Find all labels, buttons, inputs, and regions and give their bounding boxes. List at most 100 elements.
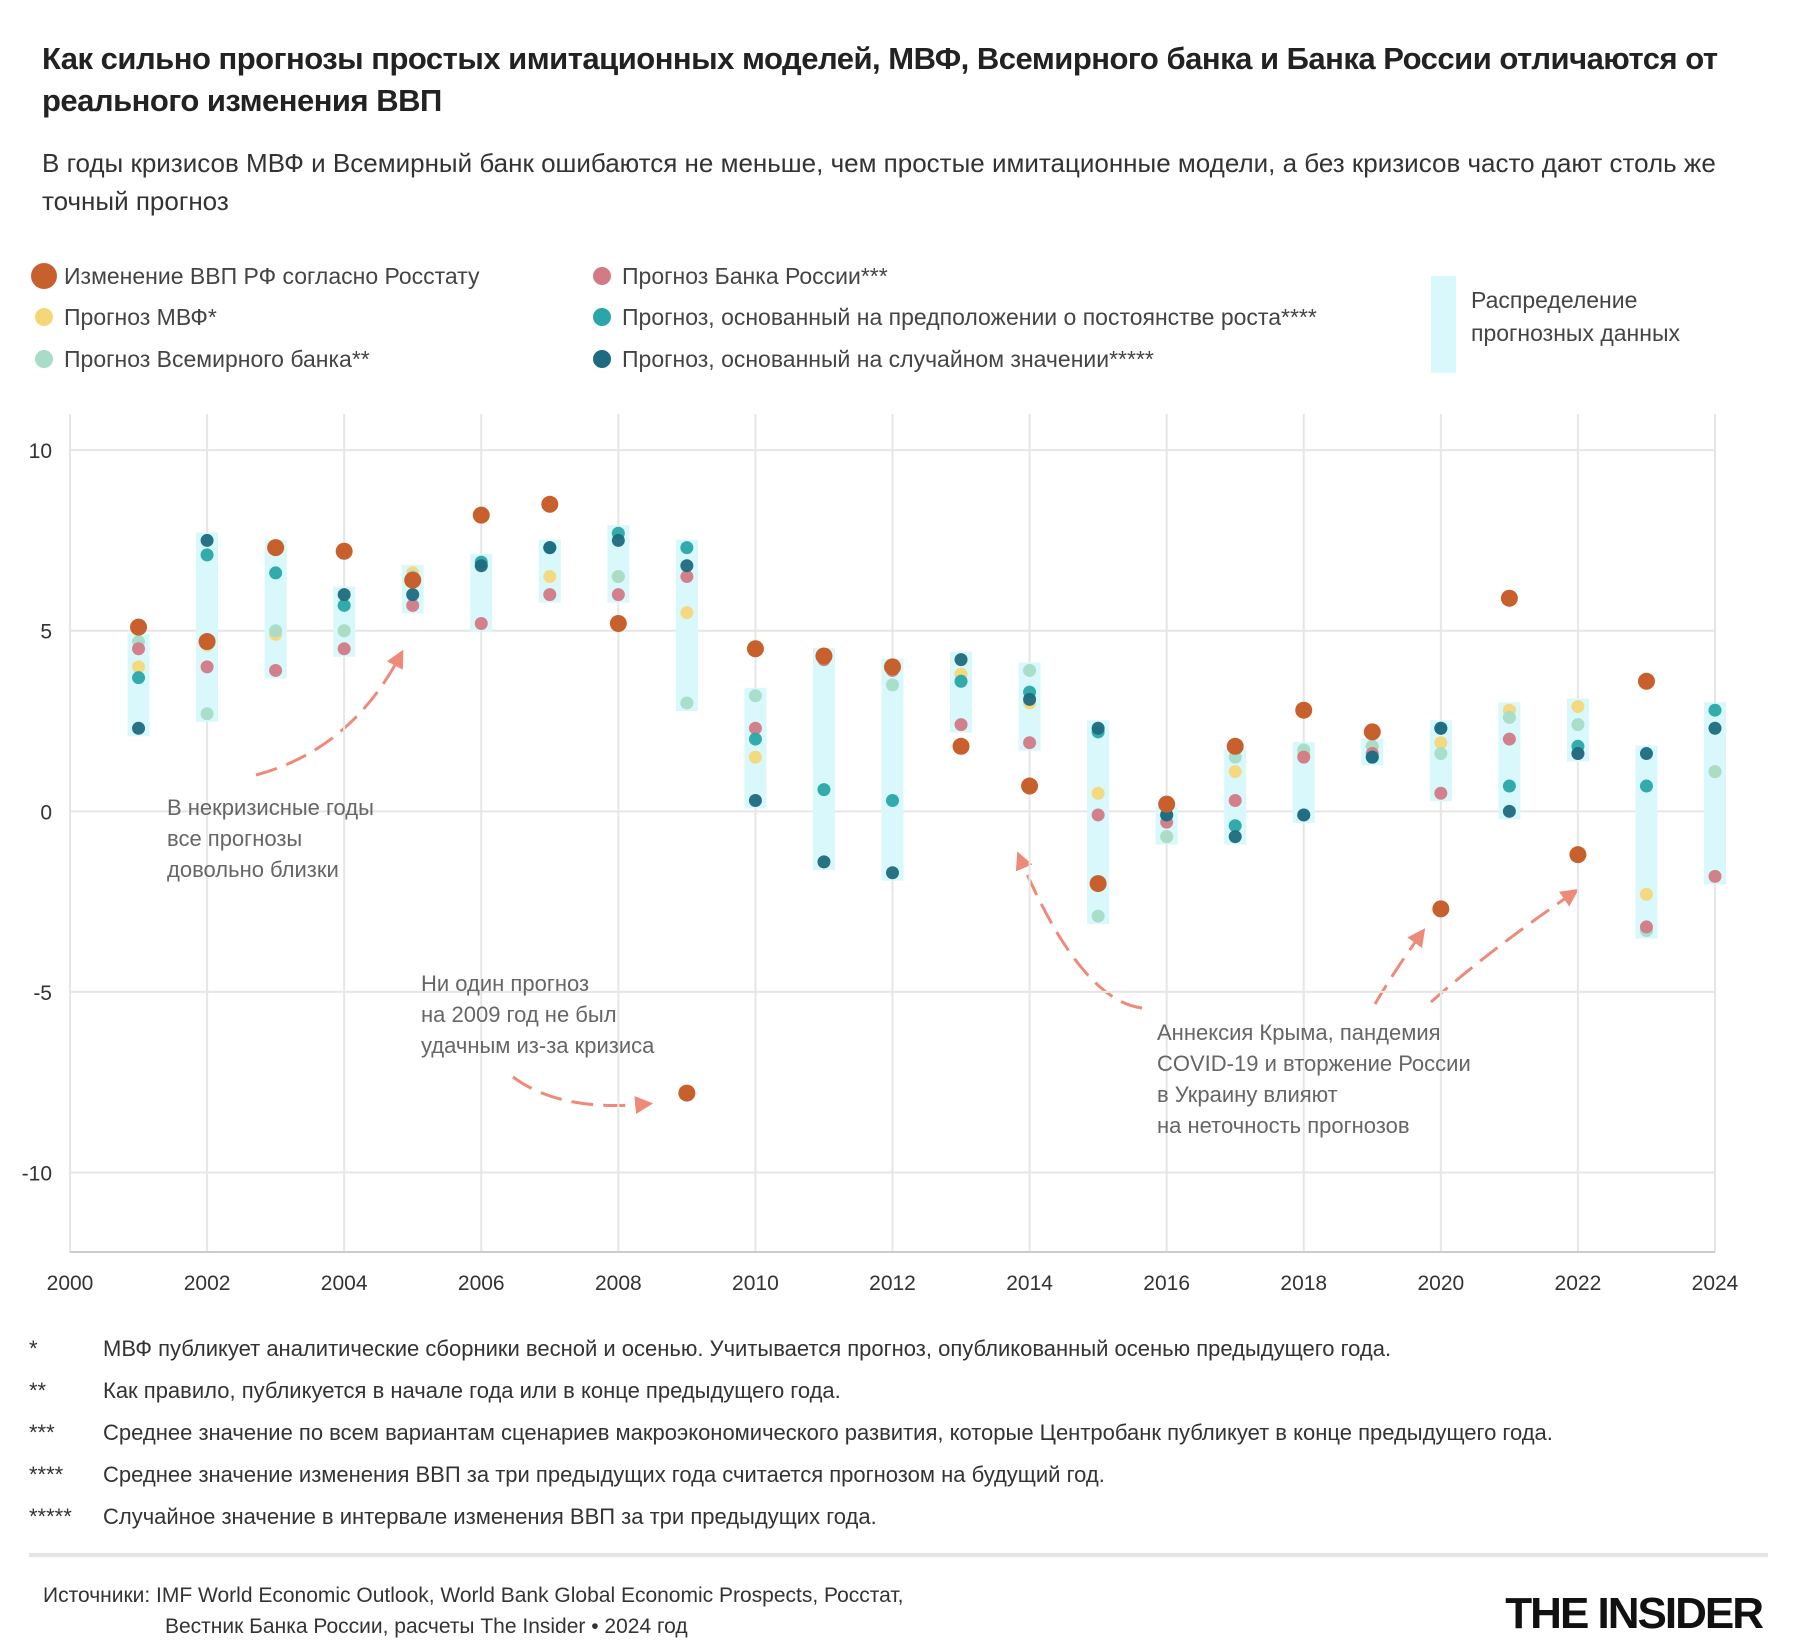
legend-marker (35, 308, 53, 326)
data-point (886, 678, 899, 692)
x-tick-label: 2002 (184, 1272, 231, 1295)
legend-marker (35, 350, 53, 368)
legend-label: Прогноз Банка России*** (622, 263, 888, 289)
forecast-band (607, 525, 630, 603)
annotation: довольно близки (167, 857, 339, 882)
data-point (1502, 804, 1516, 818)
data-point (1639, 779, 1653, 793)
data-point (200, 707, 214, 721)
forecast-band (127, 633, 150, 737)
annotation: на неточность прогнозов (1157, 1113, 1410, 1138)
annotation: все прогнозы (167, 826, 302, 851)
subtitle: В годы кризисов МВФ и Всемирный банк оши… (42, 148, 1716, 216)
data-point (130, 618, 148, 636)
legend-label: Прогноз, основанный на случайном значени… (622, 346, 1154, 372)
data-point (337, 598, 351, 612)
data-point (474, 559, 488, 573)
arrows (255, 649, 1579, 1114)
data-point (1091, 909, 1105, 923)
annotation: В некризисные годы (167, 795, 374, 820)
data-point (1295, 701, 1313, 719)
x-tick-label: 2014 (1006, 1272, 1053, 1295)
data-point (406, 588, 420, 602)
data-point (748, 732, 762, 746)
data-point (817, 855, 831, 869)
forecast-band (1087, 720, 1110, 925)
data-point (886, 793, 899, 807)
data-point (1639, 920, 1653, 934)
legend-band (1431, 276, 1456, 373)
data-point (1502, 732, 1516, 746)
data-point (200, 548, 214, 562)
data-point (1637, 672, 1655, 690)
legend-label: Прогноз МВФ* (64, 304, 217, 330)
data-point (1708, 703, 1722, 717)
forecast-band (1704, 702, 1726, 885)
data-point (680, 559, 694, 573)
footnote-text: Среднее значение по всем вариантам сцена… (103, 1420, 1553, 1445)
data-point (200, 533, 214, 547)
data-point (678, 1084, 696, 1102)
y-tick-label: 5 (40, 621, 52, 644)
legend-marker (31, 263, 57, 289)
forecast-band (264, 539, 287, 679)
data-point (269, 566, 283, 580)
y-tick-label: 0 (40, 801, 52, 824)
data-point (474, 617, 488, 630)
data-point (1089, 875, 1107, 893)
data-point (680, 570, 694, 584)
data-point (609, 615, 627, 632)
forecast-band (470, 554, 493, 632)
data-point (335, 542, 353, 560)
data-point (337, 624, 351, 638)
x-tick-label: 2006 (458, 1272, 505, 1295)
data-point (543, 588, 557, 602)
footnote-mark: * (29, 1336, 38, 1361)
data-point (748, 721, 762, 735)
x-tick-label: 2016 (1143, 1272, 1190, 1295)
data-point (1023, 663, 1037, 677)
data-point (1569, 846, 1587, 864)
data-point (1500, 589, 1518, 607)
data-point (1228, 819, 1242, 833)
data-point (132, 660, 146, 674)
data-point (1434, 721, 1448, 735)
data-point (1228, 793, 1242, 807)
legend-band-label: прогнозных данных (1471, 320, 1680, 346)
data-point (1708, 869, 1722, 883)
data-point (337, 588, 351, 602)
footnote-mark: ** (29, 1378, 47, 1403)
x-tick-label: 2000 (47, 1272, 94, 1295)
footnote-mark: *** (29, 1420, 55, 1445)
data-point (1021, 777, 1039, 795)
data-point (1023, 736, 1037, 750)
x-tick-label: 2020 (1417, 1272, 1464, 1295)
data-point (1571, 718, 1585, 732)
legend-marker (593, 267, 611, 285)
data-point (1023, 692, 1037, 706)
data-point (952, 737, 970, 755)
data-point (748, 793, 762, 807)
data-point (472, 506, 490, 524)
forecast-band (1498, 702, 1521, 820)
footnote-mark: ***** (29, 1504, 72, 1529)
x-tick-label: 2024 (1692, 1272, 1739, 1295)
data-point (1639, 747, 1653, 761)
data-point (543, 570, 557, 584)
legend-marker (593, 350, 611, 368)
annotation: Аннексия Крыма, пандемия (1157, 1020, 1441, 1045)
forecast-band (1292, 741, 1315, 823)
data-point (543, 541, 557, 555)
y-tick-label: -5 (33, 982, 52, 1005)
data-point (611, 570, 625, 584)
forecast-band (744, 687, 767, 809)
data-point (404, 571, 422, 589)
source: Вестник Банка России, расчеты The Inside… (165, 1615, 688, 1638)
data-point (1708, 765, 1722, 779)
footnote-text: Как правило, публикуется в начале года и… (103, 1378, 841, 1403)
data-point (200, 660, 214, 674)
data-point (884, 658, 901, 676)
annotation: на 2009 год не был (421, 1002, 617, 1027)
data-point (680, 606, 694, 620)
data-point (1434, 786, 1448, 800)
